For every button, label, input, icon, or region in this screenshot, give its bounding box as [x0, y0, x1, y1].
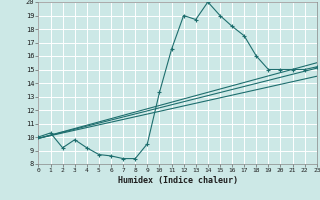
X-axis label: Humidex (Indice chaleur): Humidex (Indice chaleur) [118, 176, 238, 185]
